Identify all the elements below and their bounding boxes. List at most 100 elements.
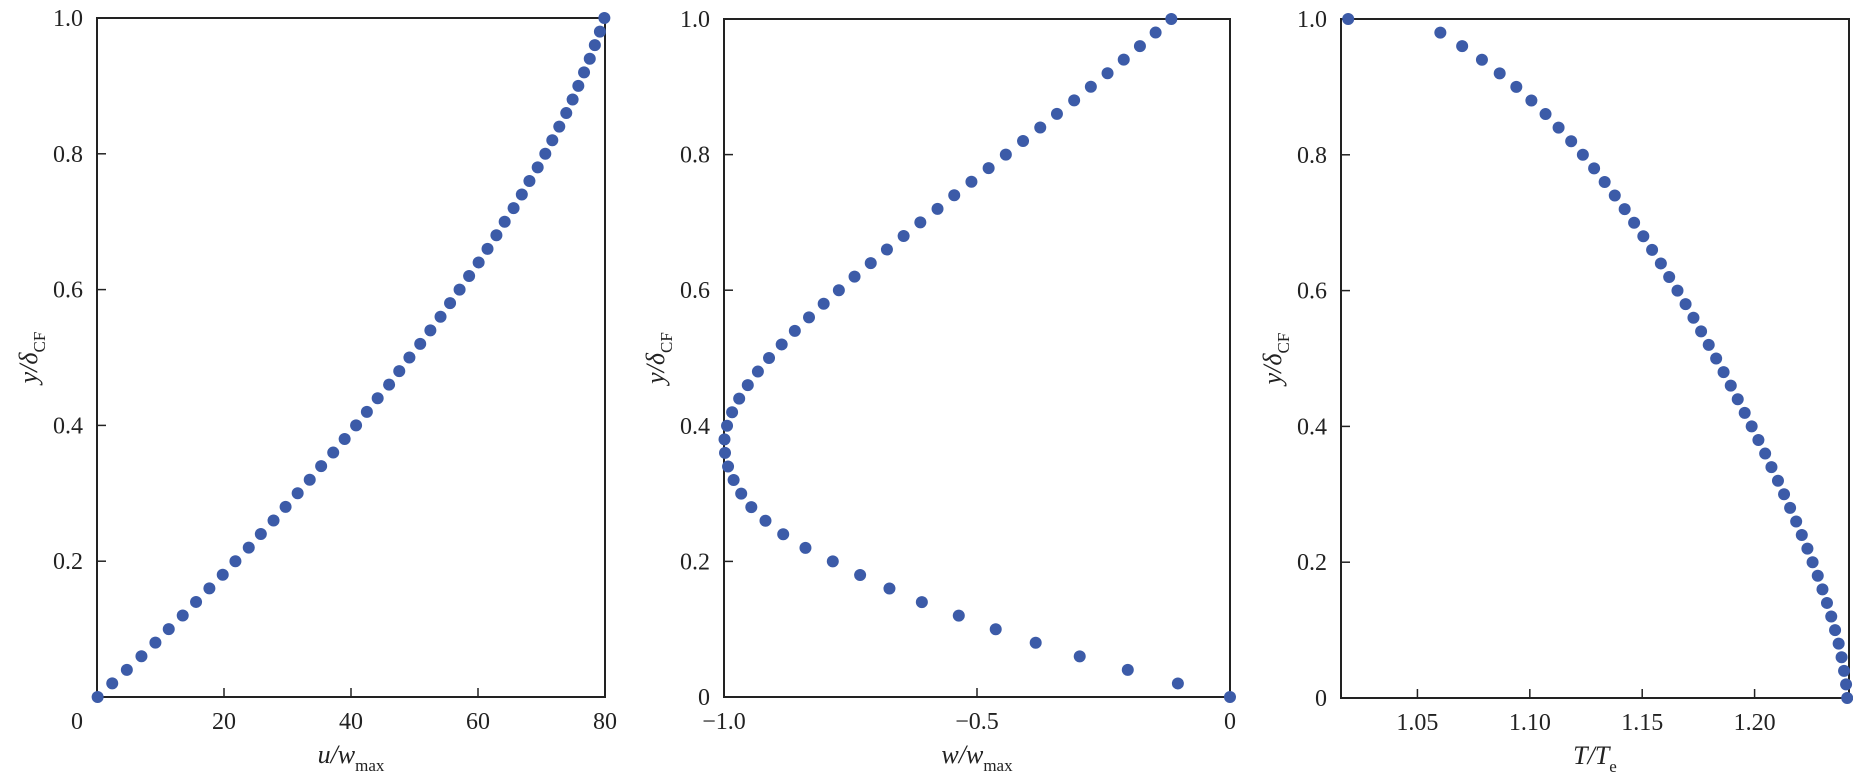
- x-tick-label: 20: [212, 709, 236, 735]
- y-tick-label: 0.8: [53, 142, 83, 168]
- x-axis-label: u/wmax: [318, 740, 385, 775]
- data-point: [832, 284, 845, 297]
- data-point: [1738, 406, 1751, 419]
- data-point: [242, 541, 255, 554]
- data-point: [279, 500, 292, 513]
- data-point: [1745, 420, 1758, 433]
- panel-w-profile: −1.0 −0.5 0 0 0.2 0.4 0.6 0.8 1.0 w/wmax y/δCF: [641, 7, 1236, 775]
- y-tick-label: 0: [698, 685, 710, 711]
- data-point: [999, 148, 1012, 161]
- data-point: [721, 419, 734, 432]
- data-point: [735, 487, 748, 500]
- data-point: [91, 691, 104, 703]
- data-point: [1825, 610, 1838, 623]
- data-point: [1695, 325, 1708, 338]
- data-point: [1171, 677, 1184, 690]
- data-point: [1121, 663, 1134, 676]
- data-point: [982, 162, 995, 175]
- data-point: [481, 242, 494, 255]
- data-point: [135, 650, 148, 663]
- data-point: [1840, 678, 1853, 691]
- data-point: [229, 555, 242, 568]
- data-point: [338, 432, 351, 445]
- data-point: [149, 636, 162, 649]
- data-point: [507, 202, 520, 215]
- data-point: [914, 216, 927, 229]
- data-point: [327, 446, 340, 459]
- data-point: [434, 310, 447, 323]
- y-tick-label: 0.8: [680, 143, 710, 169]
- data-point: [539, 147, 552, 160]
- data-point: [1838, 664, 1851, 677]
- data-point: [1117, 53, 1130, 66]
- y-axis-label-sub: CF: [1274, 333, 1293, 354]
- data-point: [989, 623, 1002, 636]
- data-point: [1806, 556, 1819, 569]
- data-point: [1771, 474, 1784, 487]
- data-point: [383, 378, 396, 391]
- x-tick-label: 0: [1224, 709, 1236, 735]
- data-point: [583, 52, 596, 65]
- data-point: [1717, 366, 1730, 379]
- data-point: [1816, 583, 1829, 596]
- data-point: [106, 677, 119, 690]
- data-point: [588, 39, 601, 52]
- data-point: [733, 392, 746, 405]
- data-point: [880, 243, 893, 256]
- data-point: [1663, 271, 1676, 284]
- data-point: [1752, 433, 1765, 446]
- data-point: [546, 134, 559, 147]
- data-point: [303, 473, 316, 486]
- y-tick-label: 0.4: [53, 413, 83, 439]
- data-point: [1588, 162, 1601, 175]
- data-point: [1687, 311, 1700, 324]
- data-point: [1050, 107, 1063, 120]
- data-point: [745, 501, 758, 514]
- data-point: [759, 514, 772, 527]
- data-point: [1811, 569, 1824, 582]
- plot-frame: [723, 18, 1231, 698]
- data-point: [1784, 501, 1797, 514]
- data-point: [1618, 203, 1631, 216]
- data-point: [203, 582, 216, 595]
- x-tick-label: −0.5: [955, 709, 999, 735]
- data-point: [444, 297, 457, 310]
- panel-u-profile: 0 20 40 60 80 0.2 0.4 0.6 0.8 1.0 u/wmax y/δCF: [14, 6, 617, 775]
- data-point: [1101, 67, 1114, 80]
- data-point: [741, 379, 754, 392]
- data-point: [1034, 121, 1047, 134]
- data-point: [553, 120, 566, 133]
- x-axis-label-sub: max: [983, 756, 1013, 775]
- y-tick-label: 0.2: [680, 549, 710, 575]
- y-tick-label: 0.2: [53, 549, 83, 575]
- data-point: [722, 460, 735, 473]
- data-point: [1710, 352, 1723, 365]
- data-point: [1801, 542, 1814, 555]
- y-axis-label: y/δCF: [1258, 333, 1293, 388]
- y-tick-label: 0.4: [1297, 414, 1327, 440]
- data-point: [1841, 692, 1853, 704]
- data-point: [1646, 243, 1659, 256]
- data-point: [593, 25, 606, 38]
- data-point: [948, 189, 961, 202]
- x-axis-label-main: T/T: [1573, 741, 1611, 770]
- data-point: [854, 568, 867, 581]
- data-point: [1759, 447, 1772, 460]
- y-tick-label: 1.0: [1297, 7, 1327, 33]
- data-point: [1165, 13, 1178, 25]
- data-point: [1598, 175, 1611, 188]
- data-point: [1671, 284, 1684, 297]
- data-point: [463, 270, 476, 283]
- data-point: [216, 568, 229, 581]
- y-tick-label: 1.0: [53, 6, 83, 32]
- data-point: [817, 297, 830, 310]
- plot-frame: [1340, 18, 1850, 699]
- y-axis-label-sub: CF: [657, 332, 676, 353]
- data-point: [1525, 94, 1538, 107]
- y-tick-label: 0.6: [680, 278, 710, 304]
- data-point: [763, 352, 776, 364]
- x-axis-label: T/Te: [1573, 741, 1617, 776]
- x-tick-label: 1.05: [1396, 710, 1438, 736]
- y-axis-label: y/δCF: [14, 332, 49, 387]
- data-point: [799, 541, 812, 554]
